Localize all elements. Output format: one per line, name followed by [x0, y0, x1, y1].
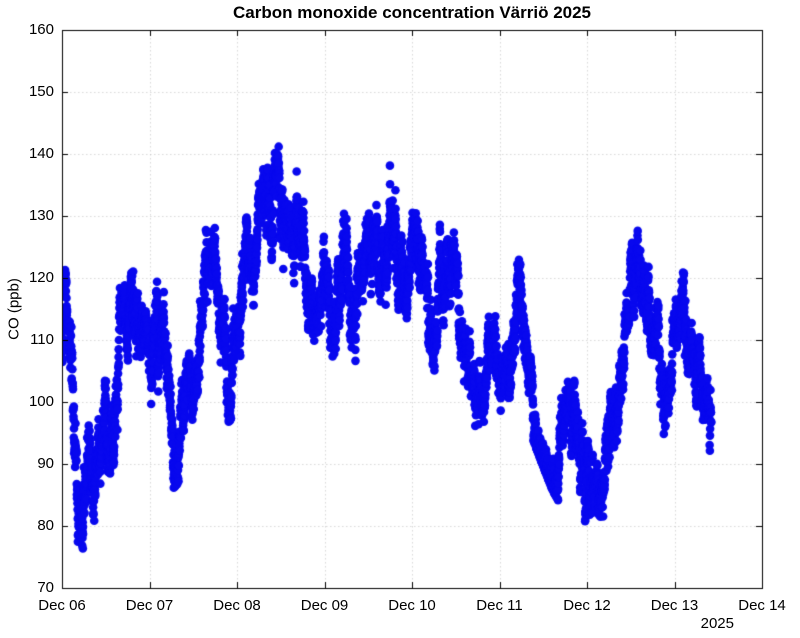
y-tick-label: 110 — [30, 331, 54, 348]
x-tick-label: Dec 13 — [650, 597, 699, 614]
y-tick-label: 120 — [28, 269, 54, 286]
y-tick-label: 70 — [37, 579, 54, 596]
y-tick-label: 100 — [28, 393, 54, 410]
chart-title: Carbon monoxide concentration Värriö 202… — [232, 3, 592, 22]
y-tick-label: 90 — [37, 455, 54, 472]
x-tick-label: Dec 10 — [388, 597, 436, 614]
y-tick-label: 150 — [28, 83, 54, 100]
y-tick-label: 140 — [28, 145, 54, 162]
y-tick-label: 130 — [28, 207, 54, 224]
x-tick-label: Dec 09 — [300, 597, 349, 614]
y-tick-label: 160 — [28, 21, 54, 38]
y-tick-label: 80 — [37, 517, 54, 534]
x-tick-label: Dec 11 — [476, 597, 523, 614]
x-tick-label: Dec 12 — [563, 597, 611, 614]
x-axis-year-label: 2025 — [700, 615, 734, 632]
x-tick-label: Dec 08 — [213, 597, 261, 614]
x-tick-label: Dec 14 — [738, 597, 786, 614]
x-tick-label: Dec 06 — [38, 597, 86, 614]
x-tick-label: Dec 07 — [125, 597, 174, 614]
